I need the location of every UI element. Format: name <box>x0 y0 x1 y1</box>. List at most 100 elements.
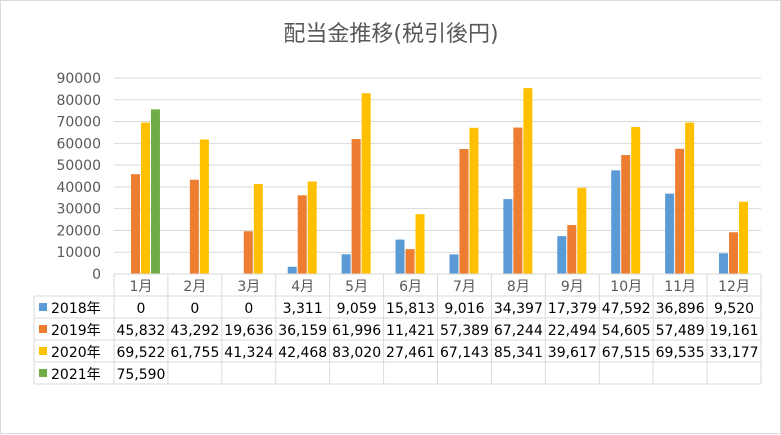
data-cell: 36,896 <box>656 301 705 317</box>
bar-2019年-8月 <box>513 127 523 274</box>
y-tick-label: 20000 <box>56 223 101 239</box>
legend-series-name: 2019年 <box>51 323 101 339</box>
data-cell: 0 <box>190 301 199 317</box>
data-cell: 34,397 <box>494 301 543 317</box>
bar-2018年-12月 <box>719 253 729 274</box>
data-cell: 9,520 <box>714 301 754 317</box>
bar-2018年-7月 <box>449 254 459 274</box>
y-tick-label: 90000 <box>56 71 101 87</box>
y-tick-label: 10000 <box>56 245 101 261</box>
category-label: 6月 <box>399 279 422 295</box>
data-cell: 19,636 <box>224 323 273 339</box>
bar-2018年-6月 <box>395 239 405 274</box>
y-tick-label: 40000 <box>56 180 101 196</box>
data-cell: 3,311 <box>283 301 323 317</box>
bar-2020年-7月 <box>469 127 479 274</box>
legend-swatch-2019年 <box>39 325 47 333</box>
category-label: 7月 <box>453 279 476 295</box>
category-label: 3月 <box>237 279 260 295</box>
data-cell: 67,515 <box>602 345 651 361</box>
data-cell: 11,421 <box>386 323 435 339</box>
bar-2018年-4月 <box>287 266 297 274</box>
data-cell: 67,143 <box>440 345 489 361</box>
bar-2019年-6月 <box>405 249 415 274</box>
data-cell: 15,813 <box>386 301 435 317</box>
category-label: 11月 <box>664 279 696 295</box>
bars <box>130 88 749 275</box>
bar-2018年-8月 <box>503 199 513 274</box>
data-cell: 9,059 <box>337 301 377 317</box>
category-label: 12月 <box>718 279 750 295</box>
data-cell: 33,177 <box>710 345 759 361</box>
data-cell: 67,244 <box>494 323 543 339</box>
y-tick-label: 50000 <box>56 158 101 174</box>
legend-swatch-2021年 <box>39 369 47 377</box>
data-cell: 36,159 <box>278 323 327 339</box>
data-cell: 22,494 <box>548 323 597 339</box>
data-cell: 69,535 <box>656 345 705 361</box>
y-tick-label: 70000 <box>56 115 101 131</box>
data-cell: 19,161 <box>710 323 759 339</box>
bar-2020年-8月 <box>523 88 533 274</box>
bar-2020年-4月 <box>307 181 317 274</box>
bar-2020年-12月 <box>739 201 749 274</box>
bar-2020年-10月 <box>631 126 641 274</box>
bar-2018年-5月 <box>341 254 351 274</box>
legend-series-name: 2021年 <box>51 367 101 383</box>
bar-2019年-12月 <box>729 232 739 274</box>
category-label: 8月 <box>507 279 530 295</box>
y-axis-ticks: 0 10000 20000 30000 40000 50000 60000 70000 8000… <box>56 71 101 283</box>
legend-swatch-2020年 <box>39 347 47 355</box>
data-cell: 54,605 <box>602 323 651 339</box>
y-tick-label: 80000 <box>56 93 101 109</box>
bar-2019年-5月 <box>351 138 361 274</box>
y-tick-label: 0 <box>92 267 101 283</box>
data-cell: 0 <box>244 301 253 317</box>
bar-2019年-3月 <box>243 231 253 274</box>
legend-swatch-2018年 <box>39 303 47 311</box>
data-cell: 0 <box>136 301 145 317</box>
data-cell: 83,020 <box>332 345 381 361</box>
bar-2019年-2月 <box>189 179 199 274</box>
data-cell: 43,292 <box>170 323 219 339</box>
data-cell: 69,522 <box>116 345 165 361</box>
data-cell: 39,617 <box>548 345 597 361</box>
bar-2020年-3月 <box>253 184 263 274</box>
bar-2019年-1月 <box>130 174 140 274</box>
category-label: 9月 <box>561 279 584 295</box>
category-label: 5月 <box>345 279 368 295</box>
bar-2019年-11月 <box>675 148 685 274</box>
chart-title: 配当金推移(税引後円) <box>283 22 498 47</box>
bar-2021年-1月 <box>150 109 160 274</box>
bar-2018年-10月 <box>611 170 621 274</box>
data-cell: 9,016 <box>444 301 484 317</box>
category-label: 10月 <box>610 279 642 295</box>
bar-2019年-4月 <box>297 195 307 274</box>
data-cell: 57,489 <box>656 323 705 339</box>
category-label: 4月 <box>291 279 314 295</box>
bar-2020年-1月 <box>140 122 150 275</box>
bar-2018年-11月 <box>665 193 675 274</box>
data-cell: 42,468 <box>278 345 327 361</box>
legend-series-name: 2018年 <box>51 301 101 317</box>
data-cell: 75,590 <box>116 367 165 383</box>
gridlines <box>114 77 761 275</box>
category-label: 2月 <box>183 279 206 295</box>
bar-2020年-11月 <box>685 122 695 274</box>
data-table: 1月 2月 3月 4月 5月 6月 7月 8月 9月 10月 11月 12月 2018年 0 0 0 3,311… <box>33 273 762 385</box>
data-cell: 57,389 <box>440 323 489 339</box>
data-cell: 17,379 <box>548 301 597 317</box>
legend-series-name: 2020年 <box>51 345 101 361</box>
data-cell: 27,461 <box>386 345 435 361</box>
data-cell: 61,755 <box>170 345 219 361</box>
y-tick-label: 30000 <box>56 202 101 218</box>
data-cell: 61,996 <box>332 323 381 339</box>
bar-2019年-7月 <box>459 149 469 274</box>
bar-2019年-10月 <box>621 155 631 274</box>
bar-2020年-6月 <box>415 214 425 274</box>
data-cell: 85,341 <box>494 345 543 361</box>
bar-2020年-9月 <box>577 187 587 274</box>
data-cell: 41,324 <box>224 345 273 361</box>
